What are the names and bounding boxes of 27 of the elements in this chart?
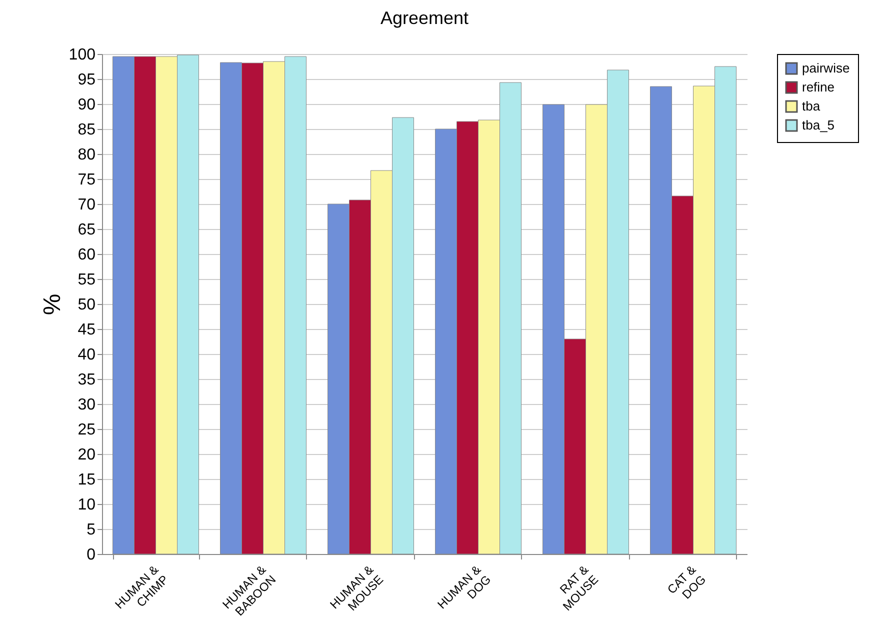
y-tick-label: 20 — [78, 446, 96, 464]
chart-title: Agreement — [380, 8, 469, 28]
legend-label: tba — [802, 98, 821, 114]
y-tick-label: 35 — [78, 372, 96, 388]
legend-label: tba_5 — [802, 118, 835, 132]
y-tick-label: 30 — [78, 396, 96, 414]
y-tick-label: 80 — [78, 146, 96, 164]
y-tick-label: 15 — [78, 472, 96, 488]
y-tick-label: 100 — [68, 46, 96, 64]
y-tick-label: 25 — [78, 422, 96, 438]
y-tick-label: 40 — [78, 346, 96, 364]
y-tick-label: 85 — [78, 122, 96, 138]
y-tick-label: 50 — [78, 296, 96, 314]
y-tick-label: 10 — [78, 496, 96, 514]
y-tick-label: 55 — [78, 272, 96, 288]
y-tick-label: 5 — [86, 522, 96, 538]
y-tick-label: 70 — [78, 196, 96, 214]
y-tick-label: 75 — [78, 172, 96, 188]
y-tick-label: 90 — [78, 96, 96, 114]
y-tick-label: 65 — [78, 222, 96, 238]
y-tick-label: 45 — [78, 322, 96, 338]
y-tick-label: 0 — [86, 546, 96, 564]
legend-label: pairwise — [802, 60, 850, 76]
y-tick-label: 95 — [78, 72, 96, 88]
y-axis-title: % — [38, 294, 66, 316]
y-tick-label: 60 — [78, 246, 96, 264]
legend-label: refine — [802, 80, 835, 94]
